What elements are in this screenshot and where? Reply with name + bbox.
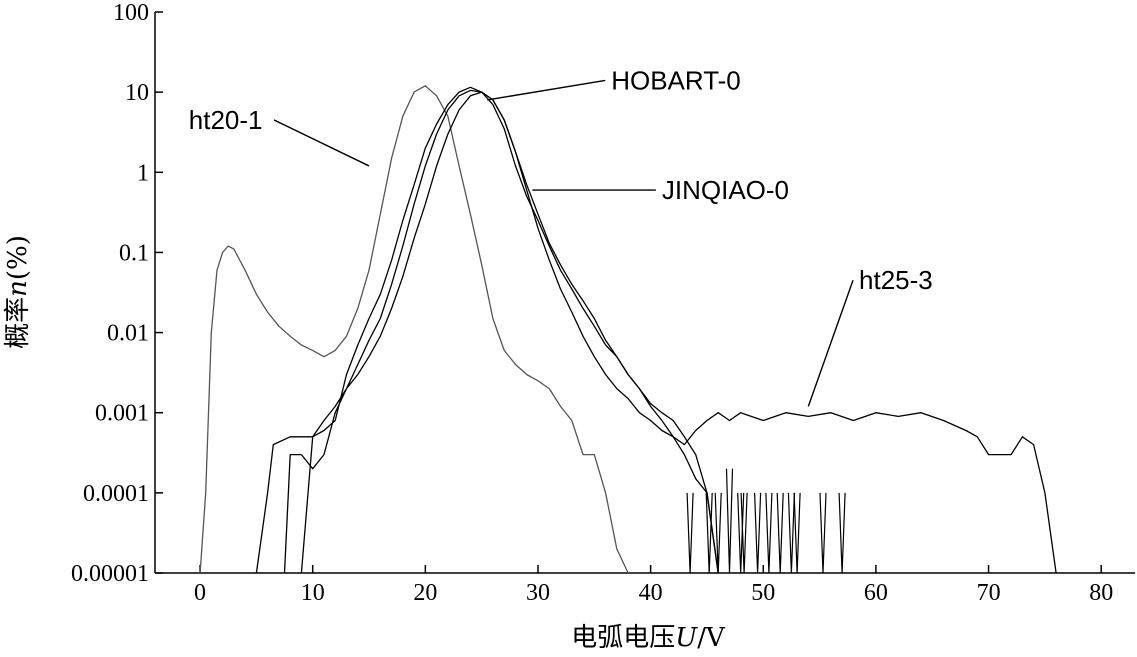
x-tick-label: 20 [413, 580, 437, 606]
y-tick-label: 0.0001 [83, 481, 149, 507]
x-axis-title: 电弧电压U/V [571, 623, 726, 653]
y-tick-label: 1 [137, 160, 149, 186]
series-spike [819, 492, 827, 574]
y-axis-title: 概率n(%) [3, 235, 33, 349]
x-tick-label: 40 [639, 580, 663, 606]
series-spike [838, 492, 846, 574]
y-tick-label: 0.00001 [71, 561, 149, 587]
series-spike [787, 492, 795, 574]
x-tick-label: 0 [194, 580, 206, 606]
series-spike [705, 492, 713, 574]
y-tick-label: 0.1 [119, 240, 149, 266]
series-line-hobart-0 [255, 86, 719, 574]
series-line-jinqiao-0 [283, 89, 719, 574]
series-spike [776, 492, 784, 574]
y-tick-label: 100 [113, 0, 149, 26]
series-spike [765, 492, 773, 574]
annotation-label: HOBART-0 [611, 65, 741, 95]
y-tick-label: 0.01 [107, 321, 149, 347]
series-spike [714, 492, 722, 574]
annotation-label: JINQIAO-0 [662, 175, 789, 205]
y-tick-label: 0.001 [95, 401, 149, 427]
y-axis: 0.00001 0.0001 0.001 0.01 0.1 1 10 100 [71, 0, 163, 587]
series-line-ht20-1 [199, 85, 629, 574]
annotation-label: ht25-3 [859, 265, 933, 295]
series-spike [754, 492, 762, 574]
x-tick-label: 60 [864, 580, 888, 606]
series-spike [793, 492, 801, 574]
series-line-ht25-3 [300, 91, 1057, 574]
series-layer [199, 85, 1057, 574]
x-axis: 0 10 20 30 40 50 60 70 80 [194, 565, 1113, 606]
annotation-leader-line [487, 79, 606, 101]
series-spike [725, 468, 734, 574]
x-tick-label: 10 [301, 580, 325, 606]
x-tick-label: 80 [1089, 580, 1113, 606]
annotation-label: ht20-1 [189, 105, 263, 135]
x-tick-label: 70 [977, 580, 1001, 606]
x-tick-label: 30 [526, 580, 550, 606]
series-spike [737, 492, 745, 574]
annotation-leader-line [273, 119, 370, 167]
series-spike [686, 492, 694, 574]
annotation-leader-line [807, 279, 854, 407]
y-tick-label: 10 [125, 80, 149, 106]
annotation-layer: HOBART-0 ht20-1 JINQIAO-0 ht25-3 [189, 65, 933, 407]
plot-frame [154, 12, 1135, 574]
x-tick-label: 50 [751, 580, 775, 606]
